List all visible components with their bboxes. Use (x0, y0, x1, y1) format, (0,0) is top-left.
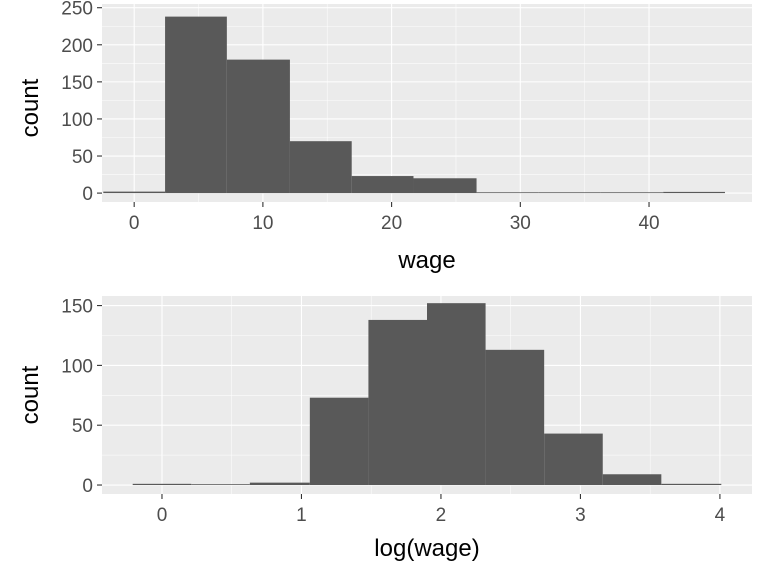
histogram-bar (544, 433, 603, 486)
histogram-bar (249, 482, 310, 486)
x-tick-label: 2 (436, 505, 447, 526)
histogram-bar (368, 319, 427, 486)
x-tick-label: 1 (296, 505, 307, 526)
y-tick-label: 150 (61, 297, 93, 318)
histogram-bar (309, 397, 369, 486)
histogram-bar (661, 483, 722, 486)
y-tick-label: 150 (61, 73, 93, 94)
y-tick-label: 0 (82, 184, 93, 205)
y-axis-title: count (17, 78, 44, 137)
histogram-bar (351, 176, 414, 194)
x-tick-label: 30 (510, 213, 531, 234)
x-tick-label: 20 (381, 213, 402, 234)
x-axis-title: log(wage) (374, 535, 479, 562)
histogram-bar (476, 192, 539, 194)
histogram-bar (413, 178, 477, 194)
histogram-bar (103, 191, 166, 194)
histogram-bar (132, 483, 192, 486)
y-tick-label: 50 (72, 416, 93, 437)
histogram-bar (485, 349, 545, 486)
histogram-bar (165, 16, 227, 194)
y-tick-label: 50 (72, 147, 93, 168)
histogram-bar (191, 484, 250, 486)
histogram-bar (600, 192, 664, 194)
x-axis-title: wage (397, 247, 455, 274)
y-tick-label: 100 (61, 356, 93, 377)
histogram-panel-1: 0 10 20 30 40 0 50 100 150 200 250 wage count (17, 0, 752, 274)
x-tick-label: 4 (715, 505, 726, 526)
y-axis-title: count (17, 365, 44, 424)
x-tick-label: 10 (252, 213, 273, 234)
histogram-bar (663, 191, 725, 194)
histogram-bar (538, 192, 601, 194)
histogram-bar (602, 474, 662, 486)
x-tick-label: 0 (157, 505, 168, 526)
y-tick-label: 100 (61, 110, 93, 131)
x-tick-label: 3 (575, 505, 586, 526)
y-tick-label: 200 (61, 36, 93, 57)
histogram-bar (427, 303, 486, 486)
histogram-panel-2: 0 1 2 3 4 0 50 100 150 log(wage) count (17, 296, 752, 562)
y-tick-label: 250 (61, 0, 93, 20)
histogram-bar (226, 59, 290, 194)
x-tick-label: 0 (129, 213, 140, 234)
y-tick-label: 0 (82, 476, 93, 497)
histogram-bar (289, 141, 352, 194)
x-tick-label: 40 (638, 213, 659, 234)
